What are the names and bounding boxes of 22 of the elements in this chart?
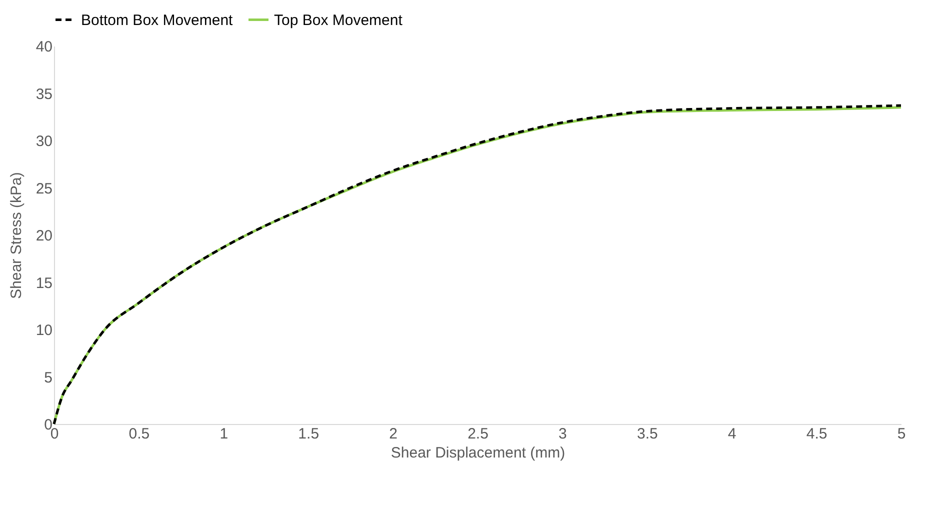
x-tick-label: 5 bbox=[897, 426, 906, 442]
x-tick-label: 3.5 bbox=[636, 426, 658, 442]
legend-label: Bottom Box Movement bbox=[81, 12, 234, 29]
legend-label: Top Box Movement bbox=[274, 12, 404, 29]
y-tick-label: 30 bbox=[36, 133, 52, 150]
y-axis-title: Shear Stress (kPa) bbox=[8, 172, 25, 299]
x-tick-label: 2.5 bbox=[468, 426, 488, 442]
y-tick-label: 5 bbox=[44, 369, 52, 386]
y-tick-label: 10 bbox=[36, 322, 52, 339]
x-tick-label: 0.5 bbox=[128, 426, 150, 442]
y-tick-label: 15 bbox=[36, 274, 52, 292]
y-tick-label: 35 bbox=[36, 86, 52, 103]
x-tick-label: 4 bbox=[728, 426, 736, 442]
y-tick-label: 40 bbox=[36, 38, 52, 56]
x-tick-label: 1.5 bbox=[298, 426, 320, 442]
x-tick-label: 4.5 bbox=[806, 426, 828, 442]
x-tick-label: 3 bbox=[558, 426, 567, 442]
x-tick-label: 2 bbox=[389, 426, 398, 442]
y-tick-label: 25 bbox=[36, 180, 52, 198]
y-tick-label: 20 bbox=[36, 228, 52, 244]
x-tick-label: 1 bbox=[220, 426, 228, 442]
x-axis-title: Shear Displacement (mm) bbox=[390, 444, 566, 462]
